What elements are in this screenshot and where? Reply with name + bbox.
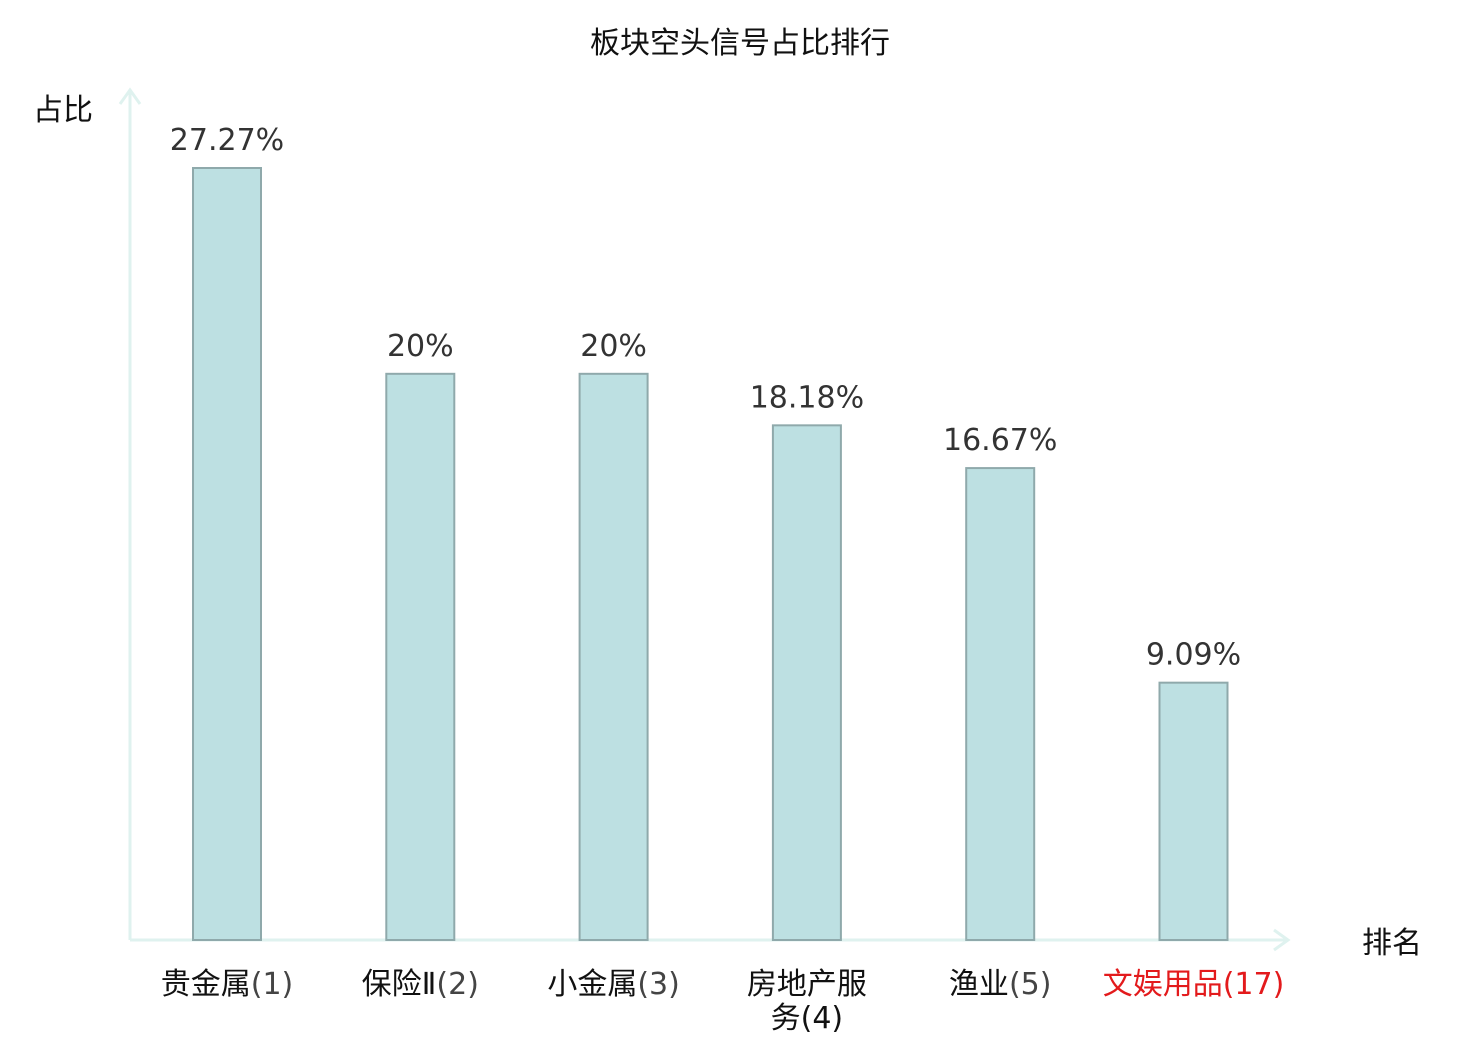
category-name: 小金属 — [547, 967, 637, 1002]
category-label-line: 房地产服 — [747, 967, 867, 1002]
category-label-4: 房地产服务(4) — [747, 967, 867, 1036]
value-label-6: 9.09% — [1146, 638, 1241, 673]
value-label-4: 18.18% — [750, 380, 864, 415]
value-label-3: 20% — [580, 329, 647, 364]
bar-1 — [192, 167, 262, 941]
axes — [118, 87, 1291, 952]
bar-5 — [965, 467, 1036, 941]
x-axis-arrow — [1273, 928, 1291, 952]
category-name: 保险Ⅱ — [362, 967, 437, 1002]
bar-4 — [771, 424, 842, 942]
category-label-5: 渔业(5) — [949, 967, 1051, 1002]
category-label-3: 小金属(3) — [547, 967, 680, 1002]
category-name: 文娱用品 — [1103, 967, 1223, 1002]
x-axis-label: 排名 — [1362, 926, 1422, 961]
bar-2 — [385, 372, 456, 941]
category-name: 贵金属 — [161, 967, 251, 1002]
category-labels-group: 贵金属(1) 保险Ⅱ(2) 小金属(3) 房地产服务(4) 渔业(5) 文娱用品(17) — [161, 967, 1285, 1036]
category-label-1: 贵金属(1) — [161, 967, 294, 1002]
bar-6 — [1158, 681, 1229, 942]
category-rank: (17) — [1223, 967, 1285, 1002]
category-label-6: 文娱用品(17) — [1103, 967, 1285, 1002]
value-label-1: 27.27% — [170, 123, 284, 158]
y-axis-label: 占比 — [33, 93, 93, 128]
value-label-2: 20% — [387, 329, 454, 364]
category-rank: (1) — [251, 967, 294, 1002]
category-label-line: 务(4) — [771, 1001, 844, 1036]
bars-group — [192, 167, 1229, 942]
bar-3 — [578, 372, 649, 941]
category-rank: (3) — [637, 967, 680, 1002]
y-axis-arrow — [118, 87, 142, 105]
value-label-5: 16.67% — [943, 423, 1057, 458]
category-rank: (5) — [1009, 967, 1051, 1002]
category-label-2: 保险Ⅱ(2) — [362, 967, 479, 1002]
category-rank: (2) — [436, 967, 479, 1002]
chart-title: 板块空头信号占比排行 — [590, 26, 890, 61]
category-name: 渔业 — [949, 967, 1009, 1002]
value-labels-group: 27.27% 20% 20% 18.18% 16.67% 9.09% — [170, 123, 1241, 673]
